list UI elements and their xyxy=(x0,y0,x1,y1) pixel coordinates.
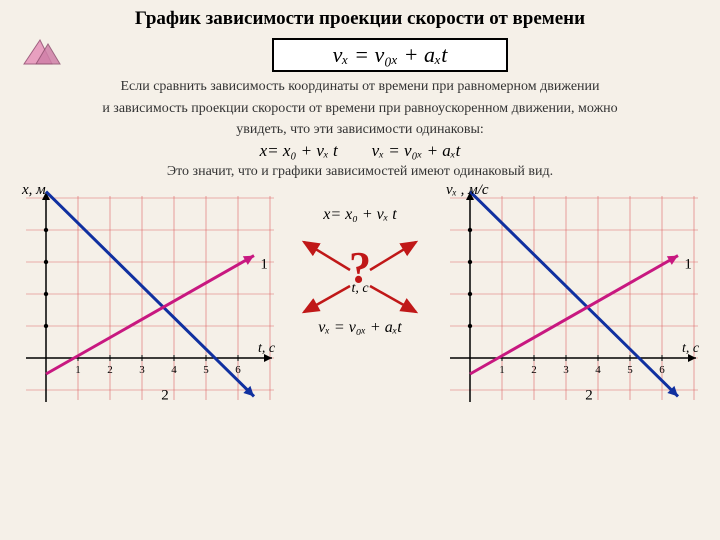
right-chart: vₓ , м/с 123456t, c12 xyxy=(442,186,702,411)
svg-text:4: 4 xyxy=(171,364,177,376)
svg-text:5: 5 xyxy=(627,364,633,376)
right-chart-y-label: vₓ , м/с xyxy=(446,182,489,199)
svg-text:2: 2 xyxy=(161,388,169,404)
svg-text:6: 6 xyxy=(235,364,241,376)
svg-text:1: 1 xyxy=(499,364,505,376)
description-line-2: и зависимость проекции скорости от време… xyxy=(0,98,720,120)
description-line-1: Если сравнить зависимость координаты от … xyxy=(0,76,720,98)
svg-text:1: 1 xyxy=(75,364,81,376)
svg-text:4: 4 xyxy=(595,364,601,376)
page-title: График зависимости проекции скорости от … xyxy=(0,0,720,34)
svg-text:1: 1 xyxy=(684,256,692,272)
left-chart: x, м 123456t, c12 xyxy=(18,186,278,411)
description-line-3: увидеть, что эти зависимости одинаковы: xyxy=(0,119,720,141)
main-formula: vₓ = v₀ₓ + aₓt xyxy=(272,38,508,72)
question-mark: ? xyxy=(290,242,430,293)
svg-text:2: 2 xyxy=(531,364,537,376)
conclusion-text: Это значит, что и графики зависимостей и… xyxy=(0,161,720,183)
svg-text:1: 1 xyxy=(260,256,268,272)
decorative-shape-icon xyxy=(18,34,62,75)
svg-text:2: 2 xyxy=(585,388,593,404)
svg-text:3: 3 xyxy=(139,364,145,376)
svg-text:2: 2 xyxy=(107,364,113,376)
center-column: x= x₀ + vₓ t ? t, c vₓ = v₀ₓ + aₓt xyxy=(290,186,430,411)
svg-text:t, c: t, c xyxy=(258,341,276,356)
equation-pair: x= x₀ + vₓ t vₓ = v₀ₓ + aₓt xyxy=(0,141,720,161)
svg-text:t, c: t, c xyxy=(682,341,700,356)
svg-text:6: 6 xyxy=(659,364,665,376)
svg-text:3: 3 xyxy=(563,364,569,376)
left-chart-y-label: x, м xyxy=(22,182,46,199)
svg-text:5: 5 xyxy=(203,364,209,376)
